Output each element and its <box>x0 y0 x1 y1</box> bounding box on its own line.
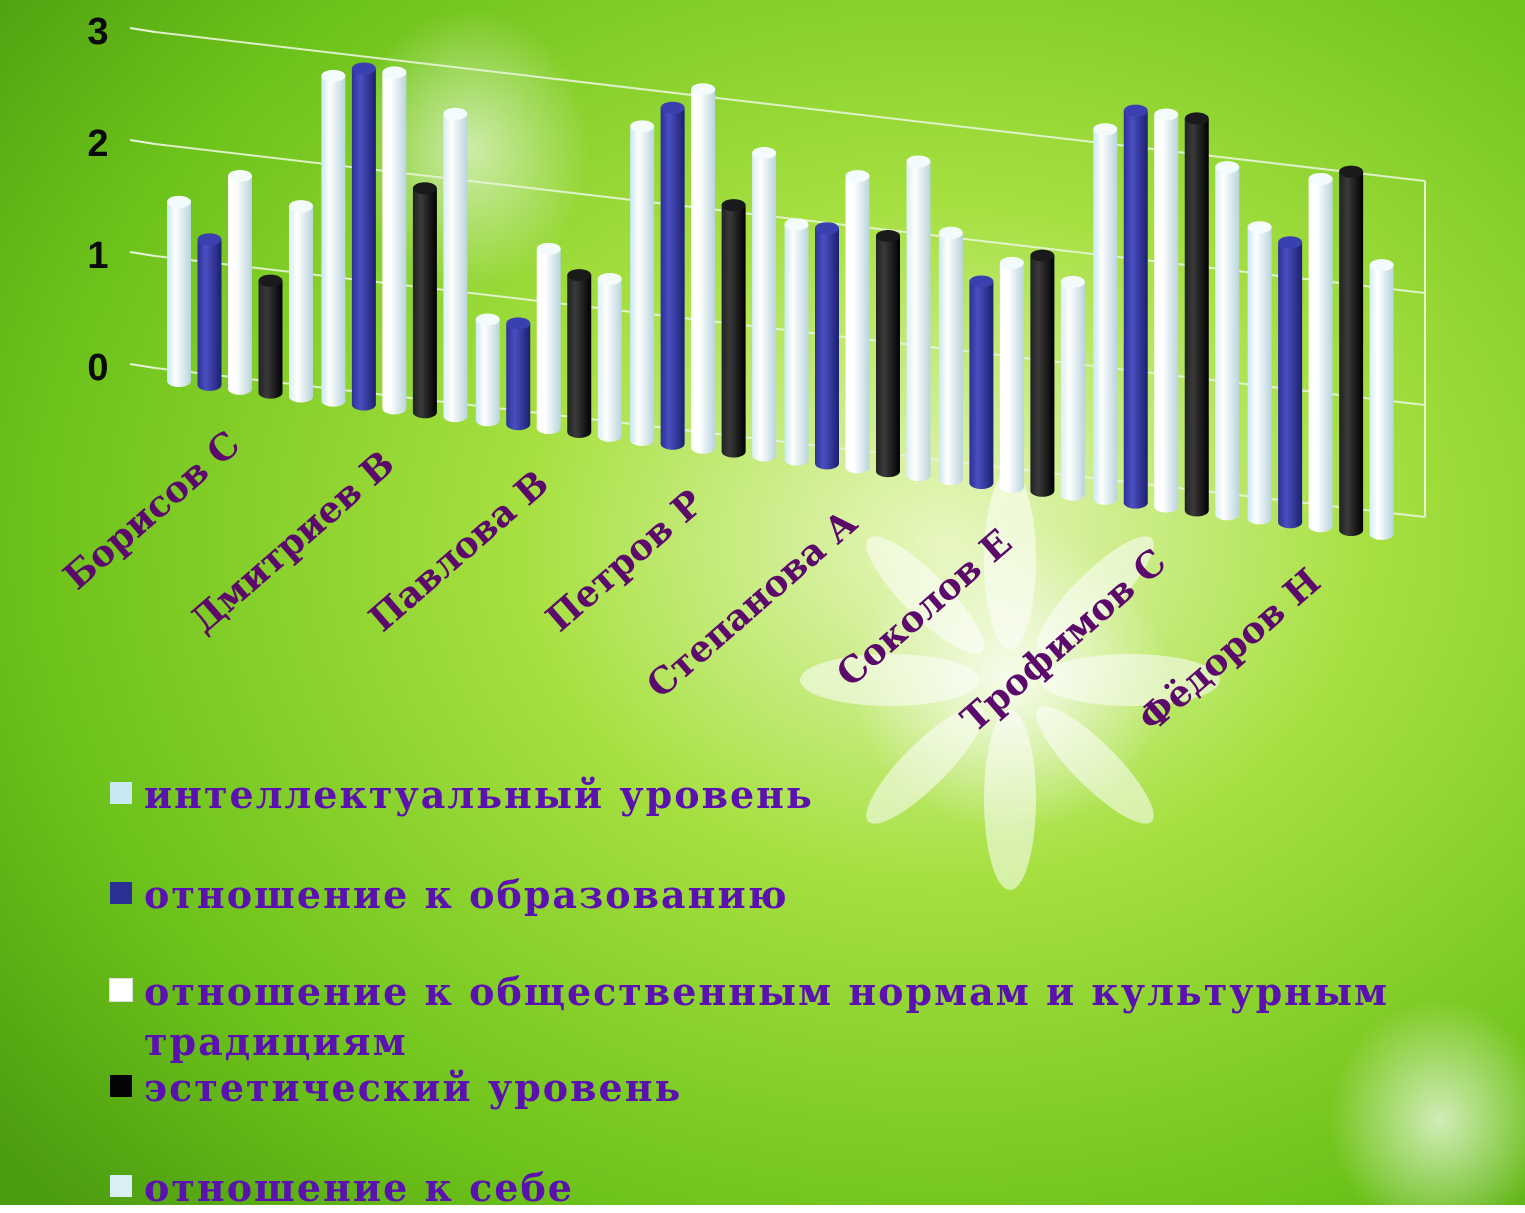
bar <box>1247 221 1272 525</box>
legend-swatch <box>110 1075 132 1097</box>
bar <box>1278 236 1303 529</box>
gridline-tick <box>129 363 156 369</box>
legend-label: интеллектуальный уровень <box>144 772 814 817</box>
bar <box>1123 104 1148 509</box>
bar <box>630 120 655 446</box>
bar <box>412 182 437 419</box>
bar <box>938 226 963 486</box>
bar <box>1030 249 1055 497</box>
y-tick-label: 0 <box>87 347 108 389</box>
bar <box>1369 259 1394 540</box>
bar <box>382 66 407 415</box>
bar <box>845 170 870 474</box>
legend-label: отношение к общественным нормам и культу… <box>144 969 1390 1064</box>
bar <box>1154 108 1179 513</box>
bar <box>258 274 283 399</box>
bar <box>1339 165 1364 537</box>
legend-swatch <box>110 882 132 904</box>
legend-label: эстетический уровень <box>144 1065 683 1110</box>
x-tick-label: Борисов С <box>55 423 248 598</box>
bar <box>721 199 746 458</box>
bar <box>784 218 809 466</box>
chart-bars <box>167 62 1394 540</box>
y-axis-ticks: 0 1 2 3 <box>87 11 108 389</box>
flower-petals <box>800 470 1220 890</box>
gridline <box>154 31 1426 182</box>
gridline-tick <box>129 27 156 33</box>
legend-item-intellect: интеллектуальный уровень <box>110 770 1504 820</box>
bar <box>567 269 592 438</box>
bar <box>475 313 500 427</box>
bar <box>228 170 252 395</box>
bar <box>1093 123 1118 505</box>
legend-swatch <box>110 1175 132 1197</box>
bar <box>351 62 376 411</box>
x-tick-label: Фёдоров Н <box>1131 560 1329 740</box>
legend-label: отношение к образованию <box>144 872 789 917</box>
bar <box>167 195 191 388</box>
bar <box>969 275 994 490</box>
bar <box>597 273 622 442</box>
x-tick-label: Павлова В <box>361 462 557 640</box>
bar <box>321 69 346 407</box>
bar <box>999 256 1024 493</box>
bar <box>660 101 685 450</box>
legend-item-education: отношение к образованию <box>110 870 1504 920</box>
bar <box>1060 275 1085 501</box>
bar <box>289 200 313 403</box>
bar <box>691 83 716 454</box>
x-tick-label: Петров Р <box>538 482 711 640</box>
legend-item-aesthetic: эстетический уровень <box>110 1063 1504 1113</box>
legend-item-self: отношение к себе <box>110 1163 1504 1213</box>
y-tick-label: 3 <box>87 11 108 53</box>
bar <box>197 233 222 391</box>
legend-swatch <box>110 782 132 804</box>
legend-swatch <box>109 978 133 1002</box>
x-tick-label: Соколов Е <box>829 521 1020 695</box>
bar <box>506 317 531 431</box>
bar <box>906 155 931 482</box>
y-tick-label: 1 <box>87 235 108 277</box>
bar <box>1215 161 1240 521</box>
y-tick-label: 2 <box>87 123 108 165</box>
legend-label: отношение к себе <box>144 1165 574 1210</box>
bar <box>443 107 468 423</box>
gridline-tick <box>129 139 156 145</box>
bar <box>815 222 839 470</box>
bar <box>876 229 900 478</box>
bar <box>1308 172 1333 533</box>
bar <box>1184 112 1209 517</box>
bar <box>752 147 777 462</box>
bar <box>536 242 561 435</box>
legend-item-norms: отношение к общественным нормам и культу… <box>109 967 1504 1067</box>
gridline-tick <box>129 251 156 257</box>
